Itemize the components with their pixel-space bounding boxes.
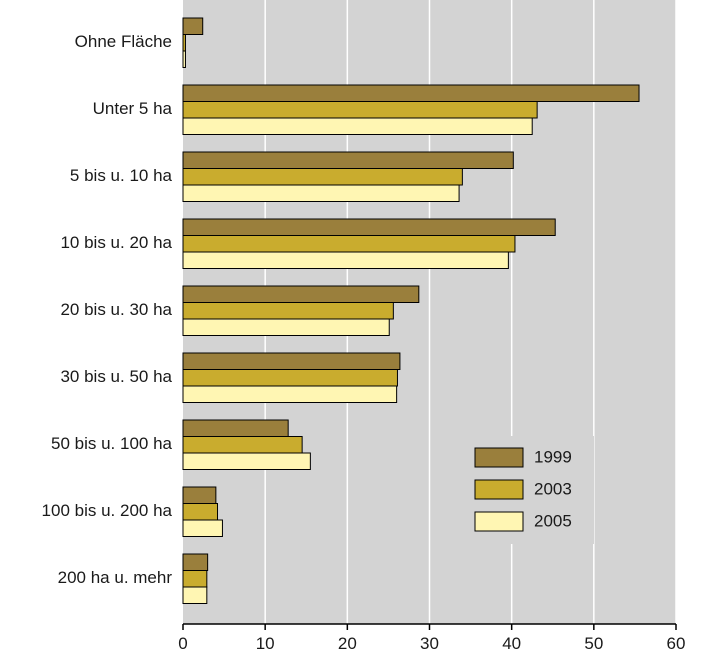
x-tick-label: 60 (667, 634, 686, 653)
category-label: 10 bis u. 20 ha (60, 233, 172, 252)
bar (182, 151, 514, 169)
legend-swatch (474, 447, 524, 468)
x-tick-label: 40 (502, 634, 521, 653)
category-labels: Ohne Fläche Unter 5 ha 5 bis u. 10 ha 10 bi… (42, 32, 173, 587)
bar (182, 84, 640, 102)
legend-label: 2003 (534, 479, 572, 498)
bar (182, 34, 186, 52)
category-label: 30 bis u. 50 ha (60, 367, 172, 386)
category-label: 100 bis u. 200 ha (42, 501, 173, 520)
bar (182, 385, 398, 403)
bar (182, 486, 217, 504)
x-tick-label: 0 (178, 634, 187, 653)
category-label: 20 bis u. 30 ha (60, 300, 172, 319)
bar (182, 117, 533, 135)
x-tick-label: 10 (256, 634, 275, 653)
bar (182, 586, 208, 604)
category-label: Unter 5 ha (93, 99, 173, 118)
bar (182, 50, 186, 68)
x-tick-label: 30 (420, 634, 439, 653)
bar (182, 436, 303, 454)
x-axis-ticks: 0 10 20 30 40 50 60 (178, 624, 685, 653)
legend: 1999 2003 2005 (466, 436, 594, 544)
bar (182, 553, 209, 571)
bar (182, 503, 219, 521)
category-label: 200 ha u. mehr (58, 568, 173, 587)
legend-label: 1999 (534, 447, 572, 466)
bar (182, 369, 398, 387)
bar (182, 101, 538, 119)
bar (182, 168, 463, 186)
bar (182, 218, 556, 236)
bar (182, 302, 394, 320)
bar (182, 570, 208, 588)
legend-swatch (474, 511, 524, 532)
category-label: Ohne Fläche (75, 32, 172, 51)
category-label: 50 bis u. 100 ha (51, 434, 173, 453)
legend-label: 2005 (534, 511, 572, 530)
bars (182, 17, 640, 604)
bar (182, 352, 401, 370)
bar (182, 285, 420, 303)
legend-swatch (474, 479, 524, 500)
bar (182, 17, 204, 35)
bar (182, 251, 509, 269)
bar (182, 235, 516, 253)
bar (182, 519, 223, 537)
x-tick-label: 20 (338, 634, 357, 653)
bar (182, 452, 311, 470)
bar (182, 184, 460, 202)
bar (182, 419, 289, 437)
x-tick-label: 50 (584, 634, 603, 653)
category-label: 5 bis u. 10 ha (70, 166, 173, 185)
bar (182, 318, 390, 336)
